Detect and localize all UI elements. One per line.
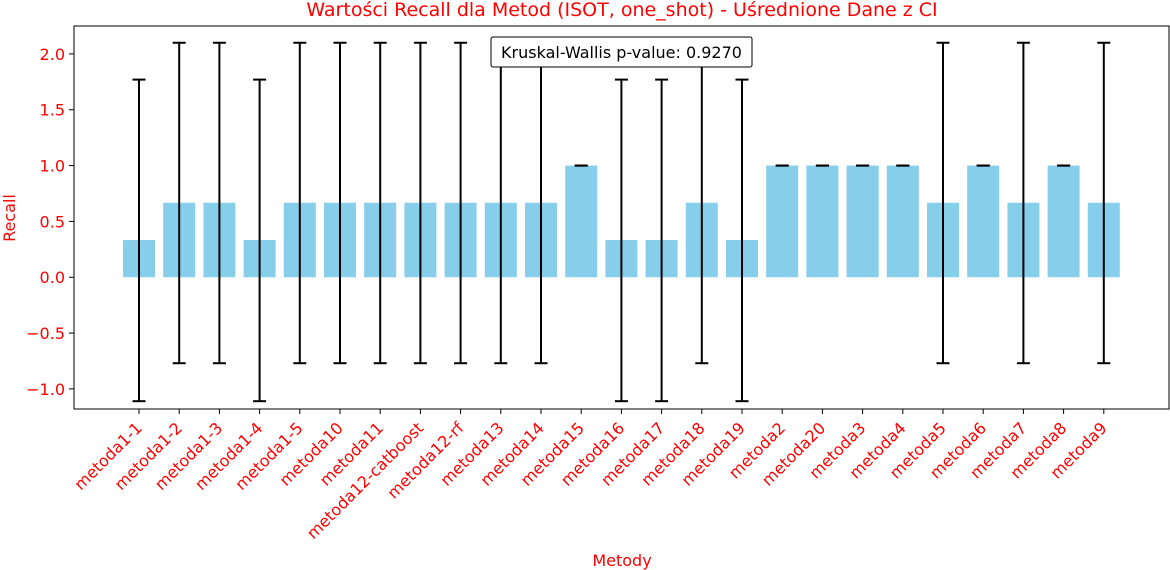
y-tick-label: 1.5 bbox=[40, 101, 65, 120]
annotation-box bbox=[490, 36, 753, 68]
y-axis-label: Recall bbox=[0, 194, 19, 242]
x-axis-label: Metody bbox=[592, 551, 651, 570]
y-tick-label: 0.5 bbox=[40, 212, 65, 231]
bar bbox=[766, 165, 799, 278]
y-tick-label: 1.0 bbox=[40, 157, 65, 176]
y-tick-label: −1.0 bbox=[26, 380, 65, 399]
bar bbox=[1047, 165, 1080, 278]
plot-area: −1.0−0.50.00.51.01.52.0metoda1-1metoda1-… bbox=[26, 25, 1170, 543]
annotation-text: Kruskal-Wallis p-value: 0.9270 bbox=[501, 43, 742, 62]
bar bbox=[806, 165, 839, 278]
y-tick-label: 2.0 bbox=[40, 45, 65, 64]
chart-title: Wartości Recall dla Metod (ISOT, one_sho… bbox=[306, 0, 937, 21]
bar bbox=[846, 165, 879, 278]
bar bbox=[967, 165, 1000, 278]
bar bbox=[886, 165, 919, 278]
y-tick-label: 0.0 bbox=[40, 268, 65, 287]
y-tick-label: −0.5 bbox=[26, 324, 65, 343]
bar bbox=[565, 165, 598, 278]
